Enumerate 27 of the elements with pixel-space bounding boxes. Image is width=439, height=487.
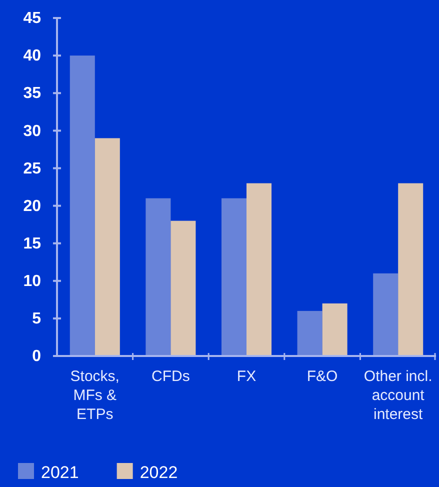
y-tick-label: 20 xyxy=(23,198,42,215)
bar xyxy=(297,310,322,356)
bar xyxy=(146,198,171,356)
legend-label: 2021 xyxy=(41,463,79,482)
bar xyxy=(170,220,196,356)
y-tick-label: 25 xyxy=(23,160,42,178)
x-tick-label: F&O xyxy=(306,368,338,385)
bar xyxy=(322,303,348,356)
bar xyxy=(373,273,398,356)
bar xyxy=(94,138,120,356)
y-tick-label: 0 xyxy=(32,348,42,366)
x-tick-label: Other incl. account interest xyxy=(364,368,432,423)
y-tick-label: 35 xyxy=(23,85,42,102)
y-tick-label: 45 xyxy=(23,10,42,28)
y-tick-label: 15 xyxy=(23,235,42,252)
y-tick-label: 40 xyxy=(23,48,42,65)
bar xyxy=(221,198,246,356)
y-tick-label: 5 xyxy=(32,310,42,328)
x-tick-label: FX xyxy=(236,368,256,385)
bar xyxy=(398,183,424,356)
x-tick-label: CFDs xyxy=(152,368,190,385)
bar xyxy=(70,56,95,356)
y-tick-label: 30 xyxy=(23,122,42,140)
x-tick-label: Stocks, MFs & ETPs xyxy=(70,368,120,423)
bar xyxy=(246,183,272,356)
y-tick-label: 10 xyxy=(23,273,42,290)
legend-label: 2022 xyxy=(140,463,178,482)
